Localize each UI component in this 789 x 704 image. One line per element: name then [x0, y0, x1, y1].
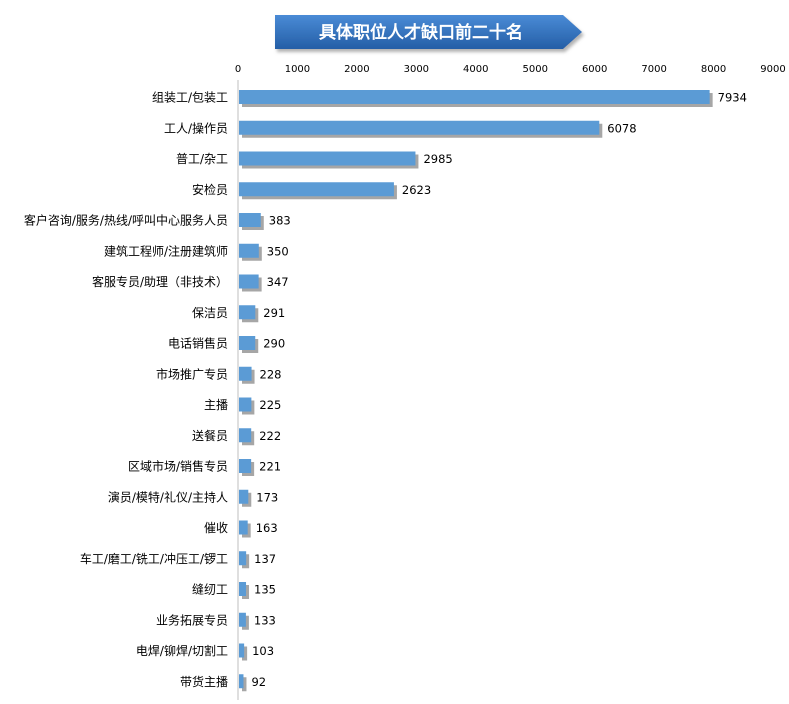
- value-label: 290: [263, 337, 285, 351]
- category-label: 安检员: [192, 182, 228, 197]
- category-label: 客户咨询/服务/热线/呼叫中心服务人员: [24, 213, 228, 228]
- x-tick-label: 6000: [582, 64, 607, 75]
- x-tick-label: 4000: [463, 64, 488, 75]
- bar: [239, 612, 246, 627]
- value-label: 137: [254, 552, 276, 566]
- value-labels: 7934 6078 2985 2623 383 350 347 291 290 228 225 222…: [251, 91, 746, 689]
- category-label: 带货主播: [180, 674, 228, 689]
- value-label: 347: [267, 275, 289, 289]
- bar: [239, 551, 247, 566]
- value-label: 2985: [423, 152, 452, 166]
- x-tick-label: 2000: [344, 64, 369, 75]
- category-label: 业务拓展专员: [156, 612, 228, 627]
- category-label: 送餐员: [192, 428, 228, 443]
- bar: [239, 397, 252, 412]
- value-label: 92: [251, 675, 266, 689]
- title-banner-shape: [275, 15, 582, 49]
- value-label: 163: [256, 521, 278, 535]
- category-label: 保洁员: [192, 306, 228, 320]
- value-label: 7934: [718, 91, 747, 105]
- bar: [239, 151, 416, 166]
- bar: [239, 90, 710, 104]
- x-tick-label: 1000: [285, 64, 310, 75]
- bar: [239, 336, 256, 350]
- bars: [239, 90, 713, 692]
- category-label: 催收: [204, 521, 228, 535]
- category-label: 缝纫工: [192, 582, 228, 597]
- category-label: 市场推广专员: [156, 366, 228, 381]
- x-tick-label: 3000: [404, 64, 429, 75]
- category-label: 工人/操作员: [164, 120, 228, 135]
- chart-title: 具体职位人才缺口前二十名: [318, 22, 523, 43]
- value-label: 222: [259, 429, 281, 443]
- category-label: 客服专员/助理（非技术）: [92, 274, 228, 289]
- value-label: 173: [256, 490, 278, 504]
- category-label: 建筑工程师/注册建筑师: [104, 243, 228, 258]
- bar: [239, 243, 259, 258]
- category-label: 演员/模特/礼仪/主持人: [108, 489, 228, 504]
- category-label: 电焊/铆焊/切割工: [136, 643, 228, 658]
- x-tick-label: 9000: [760, 64, 785, 75]
- bar: [239, 428, 252, 443]
- bar: [239, 582, 247, 596]
- value-label: 225: [259, 398, 281, 412]
- value-label: 350: [267, 244, 289, 258]
- x-axis: 0 1000 2000 3000 4000 5000 6000 7000 8000 9000: [235, 64, 786, 700]
- value-label: 2623: [402, 183, 431, 197]
- bar: [239, 674, 244, 689]
- category-label: 普工/杂工: [176, 152, 228, 166]
- bar: [239, 182, 394, 197]
- value-label: 133: [254, 613, 276, 627]
- chart-title-banner: 具体职位人才缺口前二十名: [275, 15, 582, 49]
- bar: [239, 213, 261, 227]
- bar-shadow: [242, 646, 248, 661]
- value-label: 135: [254, 583, 276, 597]
- category-label: 电话销售员: [168, 336, 228, 351]
- bar: [239, 120, 600, 135]
- bar: [239, 305, 256, 320]
- category-label: 区域市场/销售专员: [128, 459, 228, 474]
- x-tick-label: 7000: [641, 64, 666, 75]
- x-tick-label: 0: [235, 64, 241, 75]
- value-label: 291: [263, 306, 285, 320]
- category-label: 主播: [204, 398, 228, 412]
- bar-shadow: [242, 677, 247, 692]
- bar: [239, 489, 249, 504]
- value-label: 228: [260, 367, 282, 381]
- bar: [239, 274, 259, 289]
- bar: [239, 459, 252, 473]
- category-label: 组装工/包装工: [152, 91, 228, 105]
- bar: [239, 643, 245, 658]
- bar: [239, 366, 252, 381]
- value-label: 103: [252, 644, 274, 658]
- category-label: 车工/磨工/铣工/冲压工/锣工: [80, 551, 228, 566]
- x-tick-label: 5000: [522, 64, 547, 75]
- value-label: 6078: [607, 121, 636, 135]
- value-label: 383: [269, 214, 291, 228]
- bar: [239, 520, 248, 535]
- x-tick-label: 8000: [701, 64, 726, 75]
- value-label: 221: [259, 460, 281, 474]
- category-labels: 组装工/包装工工人/操作员普工/杂工安检员客户咨询/服务/热线/呼叫中心服务人员…: [24, 91, 228, 689]
